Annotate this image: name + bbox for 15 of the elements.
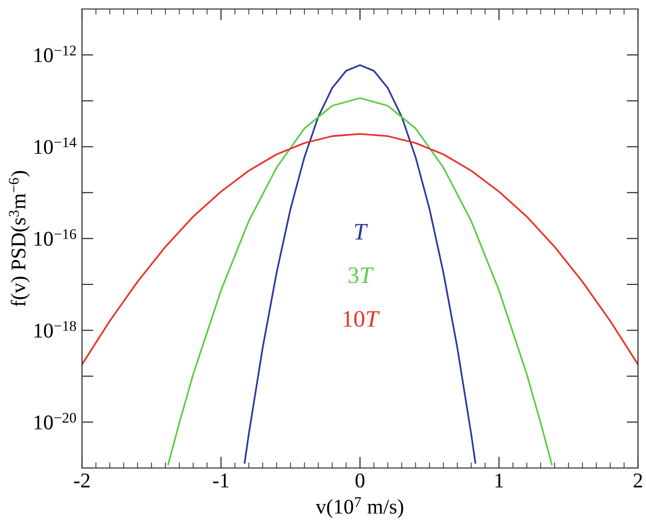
text: 10T: [344, 310, 380, 327]
y-tick-label: 10$^{−12}$: [34, 46, 76, 62]
x-tick-label: -1: [213, 474, 228, 488]
text: 3T: [348, 267, 374, 284]
y-tick-label: 10$^{−18}$: [34, 321, 76, 338]
y-tick-label: 10$^{−16}$: [34, 229, 76, 246]
y-tick-label: 10$^{−14}$: [34, 137, 76, 154]
x-tick-label: 2: [634, 474, 642, 488]
y-tick-label: 10$^{−20}$: [34, 412, 76, 430]
x-tick-label: 0: [356, 473, 364, 488]
text: T: [354, 224, 368, 240]
x-tick-label: 1: [496, 474, 503, 488]
x-tick-label: -2: [74, 474, 90, 488]
y-axis-title: f(v) PSD(s$^{3}$m$^{−6}$): [8, 171, 30, 306]
x-axis-title: v(10$^{7}$ m/s): [316, 497, 404, 518]
